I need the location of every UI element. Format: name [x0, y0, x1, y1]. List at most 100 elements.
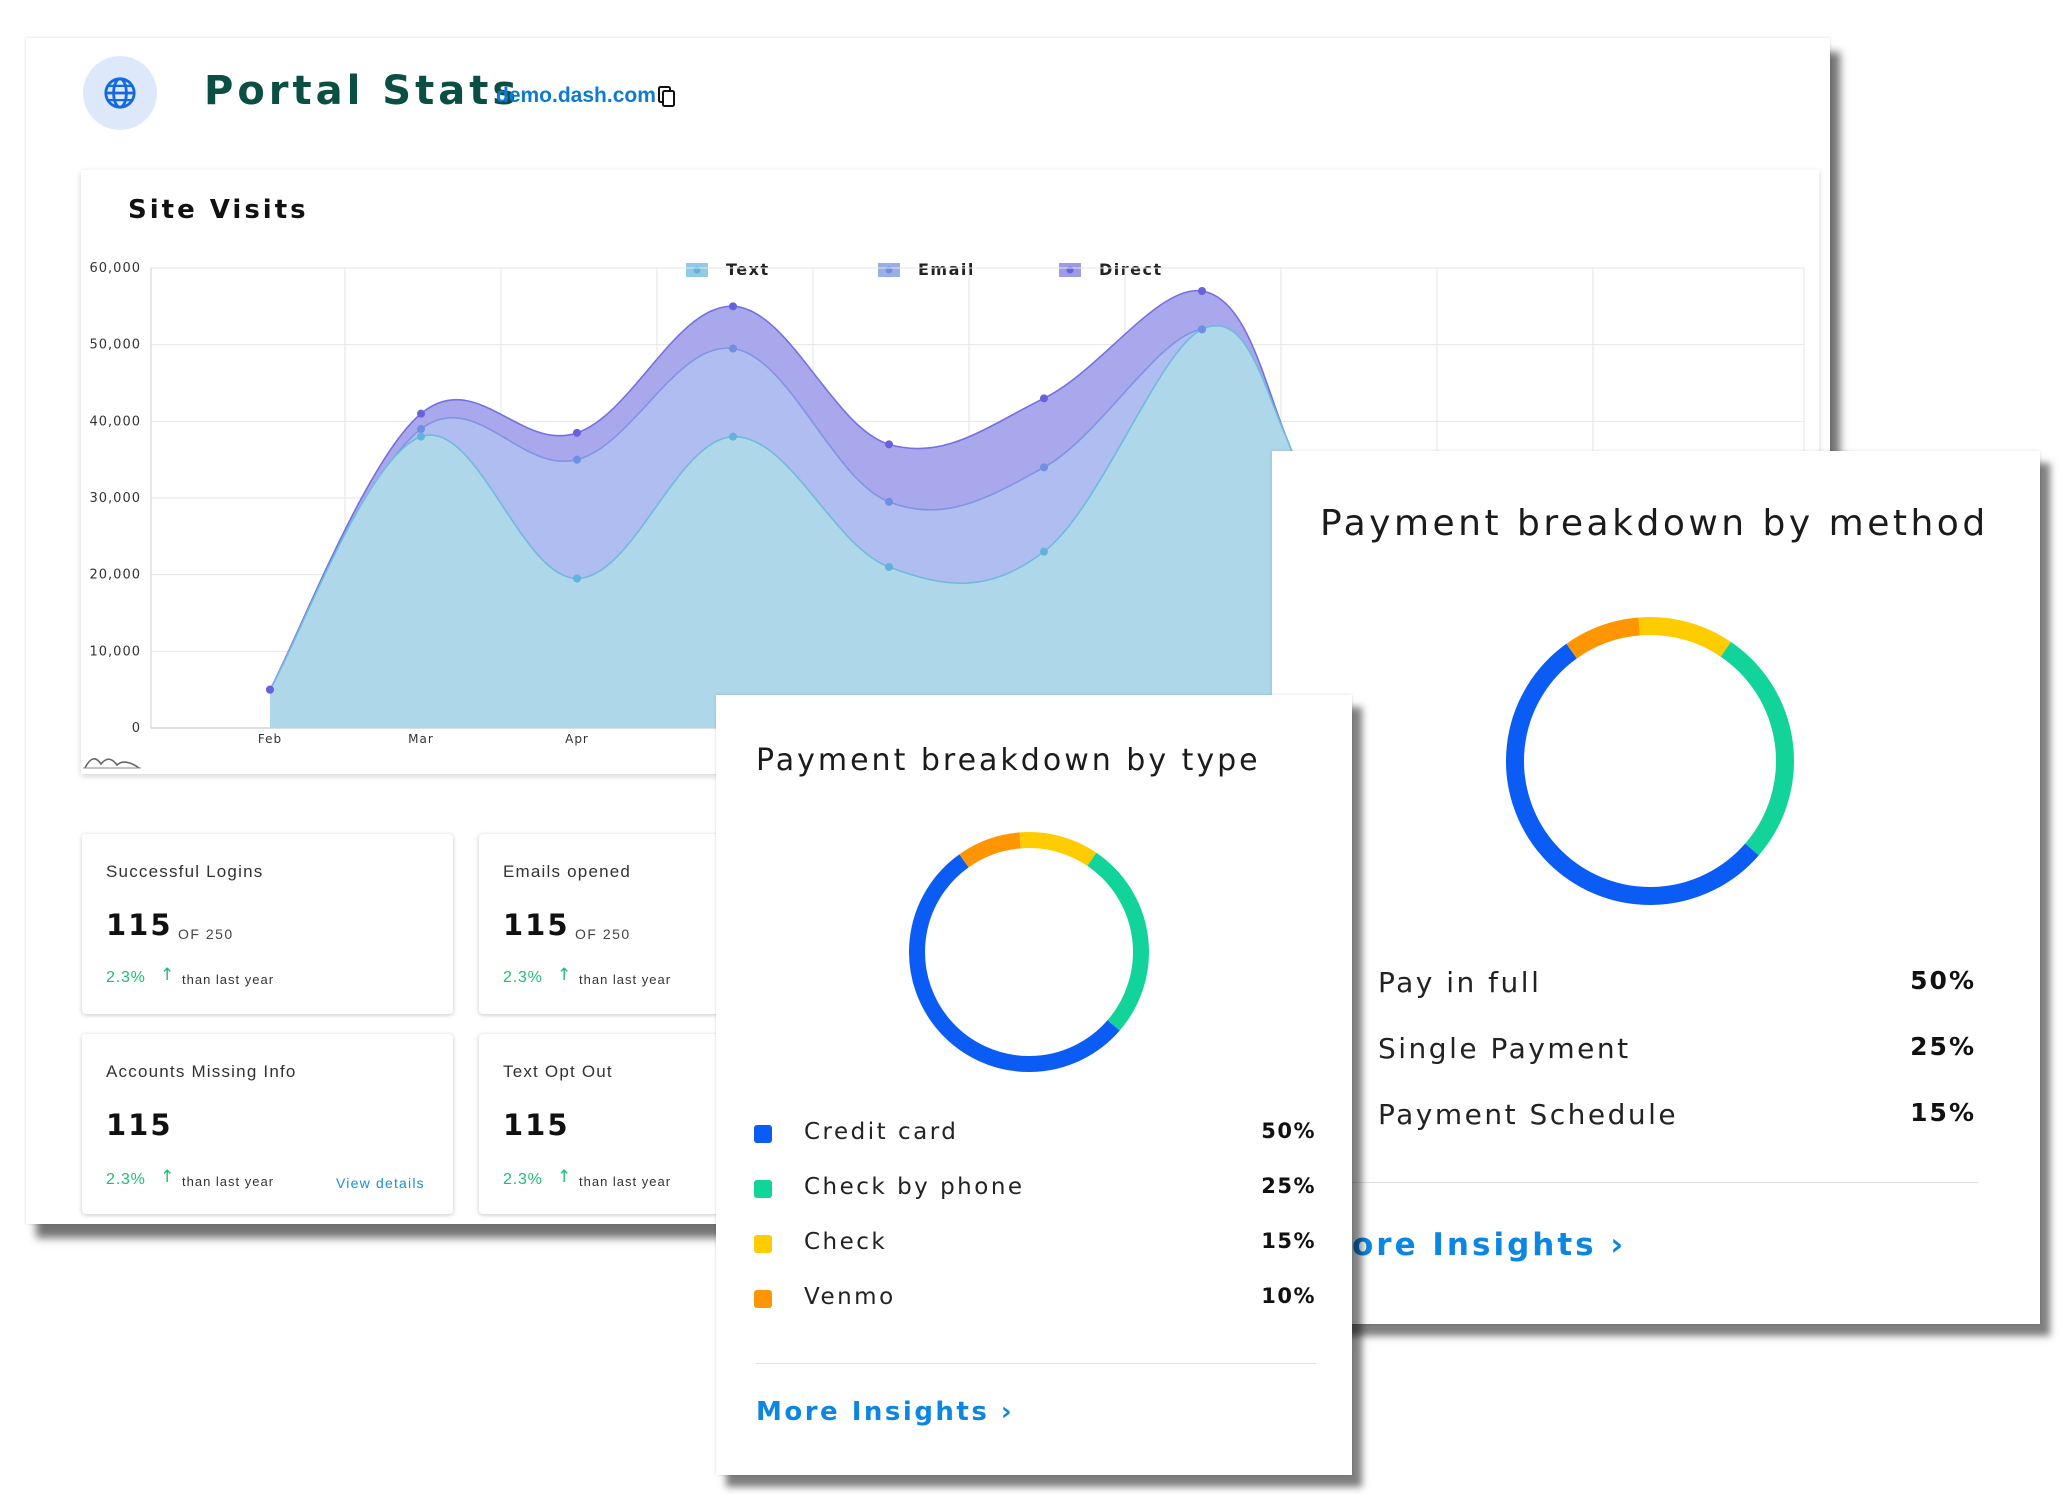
stat-label: Emails opened — [503, 862, 632, 881]
method-row-pct: 15% — [1910, 1098, 1976, 1127]
y-tick-label: 10,000 — [90, 644, 142, 659]
legend-item-email[interactable]: Email — [878, 260, 975, 279]
stat-change: 2.3% — [503, 969, 543, 986]
site-visits-chart: 60,000 50,000 40,000 30,000 20,000 10,000 0 Feb… — [90, 261, 1805, 746]
divider — [756, 1363, 1316, 1364]
method-row-pct: 50% — [1910, 966, 1976, 995]
stat-total: OF 250 — [178, 926, 234, 942]
donut-segment-check-by-phone — [1087, 852, 1149, 1031]
type-row-pct: 15% — [1261, 1229, 1316, 1253]
donut-segment-credit-card — [909, 854, 1120, 1072]
copy-icon[interactable] — [658, 86, 676, 108]
page-title: Portal Stats — [204, 68, 521, 114]
check-by-phone-swatch — [754, 1180, 772, 1198]
point-direct — [266, 685, 274, 694]
stat-label: Successful Logins — [106, 862, 264, 881]
point-text — [885, 563, 893, 571]
donut-segment-check — [1638, 617, 1731, 657]
x-tick-label: Feb — [258, 732, 282, 746]
check-swatch — [754, 1235, 772, 1253]
type-row-pct: 25% — [1261, 1174, 1316, 1198]
more-insights-link-method[interactable]: ore Insights › — [1352, 1227, 1627, 1263]
stat-comparison: than last year — [579, 972, 672, 987]
donut-segment-credit-card — [1506, 643, 1759, 905]
point-email — [1040, 463, 1048, 472]
type-row-label: Check — [804, 1229, 888, 1255]
arrow-up-icon: ↑ — [160, 1167, 175, 1187]
point-direct — [1040, 394, 1048, 403]
type-row-label: Credit card — [804, 1119, 959, 1145]
stat-card-successful-logins: Successful Logins 115 OF 250 2.3% ↑ than… — [82, 834, 453, 1014]
point-text — [729, 432, 737, 441]
payment-by-type-donut — [909, 832, 1149, 1072]
point-text — [1040, 547, 1048, 556]
more-insights-link-type[interactable]: More Insights › — [756, 1397, 1015, 1427]
type-row-pct: 10% — [1261, 1284, 1316, 1308]
point-email — [729, 344, 737, 353]
stat-card-accounts-missing-info: Accounts Missing Info 115 2.3% ↑ than la… — [82, 1034, 453, 1214]
mini-chart-logo-icon — [83, 758, 141, 769]
method-row-pct: 25% — [1910, 1032, 1976, 1061]
venmo-swatch — [754, 1290, 772, 1308]
point-direct — [729, 302, 737, 311]
view-details-link[interactable]: View details — [336, 1175, 425, 1191]
payment-by-method-donut — [1506, 617, 1794, 905]
line-text — [269, 325, 1337, 691]
line-direct — [269, 290, 1337, 691]
donut-segment-check — [1019, 832, 1097, 867]
point-text — [573, 574, 581, 583]
stat-comparison: than last year — [182, 1174, 275, 1189]
type-row-label: Venmo — [804, 1284, 896, 1310]
y-tick-label: 50,000 — [90, 338, 142, 353]
donut-segment-check-by-phone — [1720, 641, 1794, 856]
point-direct — [1198, 287, 1206, 295]
stat-value: 115 — [503, 1108, 570, 1142]
stat-change: 2.3% — [503, 1171, 543, 1188]
portal-url-link[interactable]: demo.dash.com — [496, 84, 656, 107]
site-visits-title: Site Visits — [128, 195, 309, 225]
point-email — [885, 497, 893, 506]
area-text — [270, 325, 1336, 728]
stat-total: OF 250 — [575, 926, 631, 942]
x-tick-label: Mar — [408, 732, 434, 746]
point-email — [573, 455, 581, 464]
legend-label-direct: Direct — [1099, 260, 1163, 279]
arrow-up-icon: ↑ — [160, 965, 175, 985]
stat-change: 2.3% — [106, 1171, 146, 1188]
point-email — [417, 425, 425, 433]
donut-segment-venmo — [959, 832, 1021, 868]
stat-value: 115 — [106, 1108, 173, 1142]
type-row-pct: 50% — [1261, 1119, 1316, 1143]
y-tick-label: 60,000 — [90, 261, 142, 276]
arrow-up-icon: ↑ — [557, 1167, 572, 1187]
arrow-up-icon: ↑ — [557, 965, 572, 985]
legend-label-text: Text — [726, 260, 770, 279]
globe-icon-badge — [83, 56, 157, 130]
donut-segment-venmo — [1566, 617, 1641, 659]
method-row-label: Payment Schedule — [1378, 1098, 1679, 1131]
y-tick-label: 20,000 — [90, 568, 142, 583]
payment-by-method-title: Payment breakdown by method — [1320, 503, 1989, 544]
stat-label: Text Opt Out — [503, 1062, 613, 1081]
point-direct — [885, 440, 893, 449]
globe-icon — [104, 77, 136, 109]
type-row-label: Check by phone — [804, 1174, 1025, 1200]
credit-card-swatch — [754, 1125, 772, 1143]
payment-by-type-panel: Payment breakdown by type Credit card 50… — [716, 695, 1352, 1475]
method-row-label: Single Payment — [1378, 1032, 1631, 1065]
y-tick-label: 0 — [132, 721, 141, 736]
point-email — [1198, 325, 1206, 334]
stat-comparison: than last year — [182, 972, 275, 987]
stat-change: 2.3% — [106, 969, 146, 986]
legend-label-email: Email — [918, 260, 975, 279]
y-tick-label: 40,000 — [90, 414, 142, 429]
stat-value: 115 — [106, 908, 173, 942]
payment-by-type-title: Payment breakdown by type — [756, 743, 1261, 778]
stat-label: Accounts Missing Info — [106, 1062, 297, 1081]
method-row-label: Pay in full — [1378, 966, 1542, 999]
stat-value: 115 — [503, 908, 570, 942]
stat-comparison: than last year — [579, 1174, 672, 1189]
point-direct — [417, 409, 425, 418]
divider — [1352, 1182, 1978, 1183]
point-direct — [573, 428, 581, 437]
